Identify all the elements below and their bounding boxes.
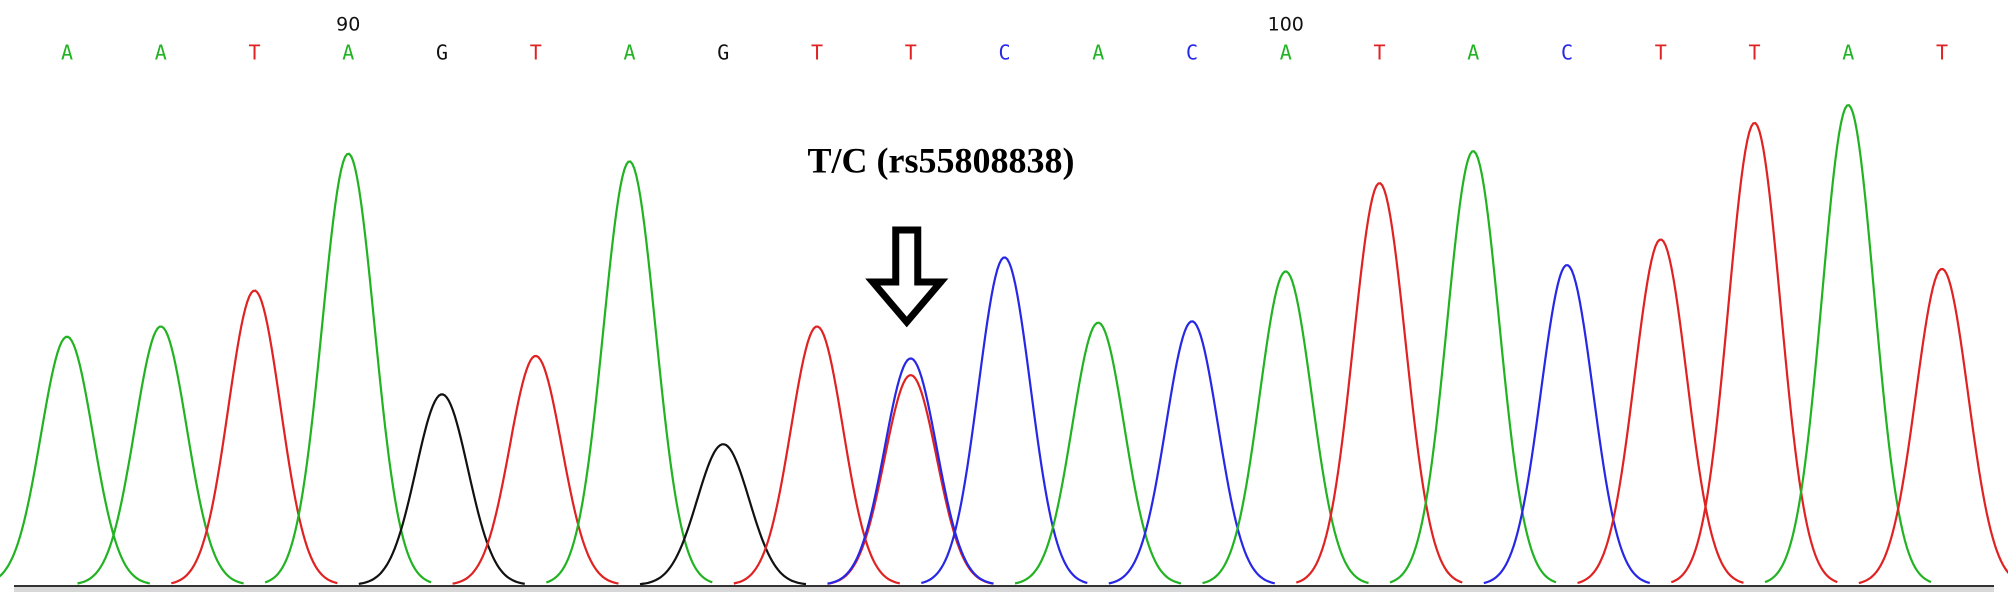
peak: [1202, 270, 1369, 585]
annotation: T/C (rs55808838): [808, 140, 1075, 180]
position-label: 100: [1268, 14, 1304, 36]
peak: [264, 152, 432, 584]
base-call: A: [1280, 41, 1292, 65]
base-call: G: [436, 41, 448, 65]
peak: [358, 393, 525, 585]
peak: [1670, 121, 1838, 584]
peak: [1483, 264, 1651, 585]
peak: [1858, 267, 2008, 585]
arrow: [865, 226, 949, 328]
position-label: 90: [336, 14, 360, 36]
base-call: T: [1748, 41, 1760, 65]
base-call: A: [155, 41, 167, 65]
base-call: T: [1936, 41, 1948, 65]
base-call: A: [1467, 41, 1479, 65]
peak: [733, 325, 901, 585]
base-call: A: [1092, 41, 1104, 65]
base-call: A: [1842, 41, 1854, 65]
peak: [452, 354, 619, 585]
base-call: C: [998, 41, 1010, 65]
peak: [1295, 182, 1463, 584]
peak: [171, 289, 338, 585]
base-call: G: [717, 41, 729, 65]
peak: [545, 160, 713, 584]
peak: [639, 443, 807, 586]
peak: [0, 335, 151, 585]
peak: [1764, 104, 1932, 584]
base-call: C: [1186, 41, 1198, 65]
base-call: T: [248, 41, 260, 65]
peak: [1577, 238, 1744, 584]
base-call: A: [61, 41, 73, 65]
base-call: T: [530, 41, 542, 65]
baseline-strip: [14, 586, 1994, 592]
peak: [1014, 321, 1182, 585]
base-call: T: [905, 41, 917, 65]
base-call: T: [811, 41, 823, 65]
arrow-shape: [865, 226, 949, 328]
base-call: C: [1561, 41, 1573, 65]
secondary-peak: [827, 357, 994, 585]
base-call: T: [1655, 41, 1667, 65]
base-call: A: [623, 41, 635, 65]
peak: [921, 256, 1088, 585]
peak: [1108, 320, 1276, 585]
peak: [77, 325, 244, 585]
base-call: T: [1373, 41, 1385, 65]
base-call: A: [342, 41, 354, 65]
peak: [1389, 150, 1557, 584]
